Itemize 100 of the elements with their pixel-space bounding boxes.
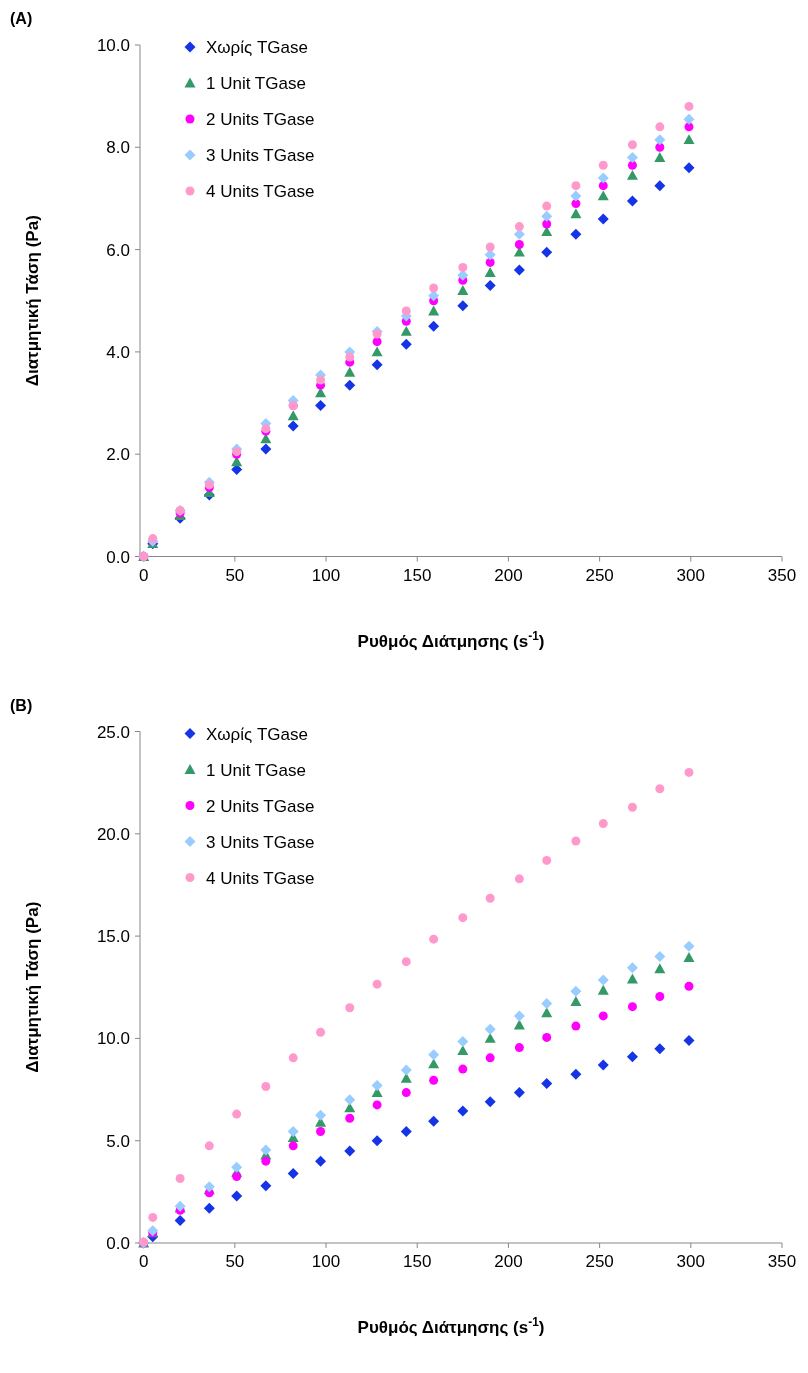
- point: [260, 1144, 272, 1156]
- point: [485, 242, 495, 252]
- point: [315, 1155, 327, 1167]
- legend-label: 4 Units TGase: [206, 182, 315, 201]
- point: [514, 874, 524, 884]
- point: [514, 239, 524, 249]
- point: [344, 1145, 356, 1157]
- point: [684, 767, 694, 777]
- point: [570, 208, 582, 219]
- point: [371, 1079, 383, 1091]
- point: [458, 263, 468, 272]
- point: [684, 101, 694, 111]
- legend-label: 3 Units TGase: [206, 146, 315, 165]
- point: [371, 1135, 383, 1147]
- point: [428, 305, 440, 316]
- point: [597, 172, 609, 184]
- y-tick-label: 10.0: [96, 36, 130, 55]
- point: [371, 359, 383, 371]
- point: [287, 420, 299, 432]
- point: [655, 142, 665, 152]
- point: [204, 1141, 214, 1151]
- legend-label: Χωρίς TGase: [206, 724, 308, 744]
- x-tick-label: 350: [767, 1252, 797, 1271]
- point: [683, 940, 695, 952]
- point: [626, 962, 638, 974]
- x-tick-label: 300: [676, 1252, 705, 1271]
- point: [571, 181, 581, 191]
- y-tick-label: 20.0: [96, 824, 130, 844]
- point: [372, 1100, 382, 1110]
- point: [372, 329, 382, 339]
- point: [484, 279, 496, 291]
- point: [542, 201, 552, 211]
- point: [344, 366, 356, 377]
- legend-label: 2 Units TGase: [206, 110, 315, 129]
- point: [683, 162, 695, 174]
- point: [626, 973, 638, 984]
- x-tick-label: 0: [138, 565, 149, 585]
- point: [570, 190, 582, 202]
- point: [514, 1043, 524, 1053]
- point: [541, 210, 553, 222]
- x-tick-label: 100: [311, 565, 341, 585]
- point: [148, 1212, 158, 1222]
- point: [626, 169, 638, 180]
- point: [175, 1174, 185, 1184]
- x-tick-label: 150: [403, 565, 432, 585]
- x-tick-label: 200: [494, 1252, 523, 1271]
- point: [598, 181, 608, 191]
- point: [401, 957, 411, 967]
- point: [513, 264, 525, 276]
- x-tick-label: 200: [494, 565, 523, 585]
- point: [571, 1021, 581, 1031]
- point: [654, 1043, 666, 1055]
- point: [597, 190, 609, 201]
- y-axis-title: Διατμητική Τάση (Pa): [23, 215, 42, 387]
- point: [484, 1096, 496, 1108]
- point: [571, 836, 581, 846]
- x-tick-label: 50: [225, 565, 245, 585]
- point: [174, 1214, 186, 1226]
- point: [457, 1035, 469, 1047]
- point: [429, 1075, 439, 1085]
- point: [654, 951, 666, 963]
- point: [683, 1034, 695, 1046]
- chart-title: (B): [10, 696, 33, 714]
- point: [345, 352, 355, 362]
- point: [655, 991, 665, 1001]
- point: [485, 1053, 495, 1063]
- point: [457, 300, 469, 312]
- point: [344, 1094, 356, 1106]
- point: [485, 257, 495, 267]
- legend-label: 1 Unit TGase: [206, 760, 306, 780]
- point: [627, 160, 637, 170]
- y-tick-label: 8.0: [106, 138, 130, 158]
- point: [597, 213, 609, 225]
- point: [570, 985, 582, 997]
- point: [400, 1125, 412, 1137]
- point: [597, 1059, 609, 1071]
- point: [597, 974, 609, 986]
- point: [457, 1105, 469, 1117]
- point: [683, 952, 695, 962]
- x-tick-label: 300: [676, 565, 705, 585]
- point: [428, 1058, 440, 1069]
- point: [541, 1077, 553, 1089]
- point: [458, 1064, 468, 1074]
- point: [288, 1053, 298, 1063]
- point: [598, 819, 608, 829]
- point: [458, 913, 468, 923]
- point: [287, 410, 299, 421]
- point: [428, 1115, 440, 1127]
- point: [232, 1172, 242, 1181]
- point: [231, 1161, 243, 1173]
- y-tick-label: 0.0: [106, 1234, 130, 1253]
- x-tick-label: 0: [138, 1252, 149, 1271]
- point: [541, 1007, 553, 1018]
- point: [371, 346, 383, 357]
- y-tick-label: 25.0: [96, 722, 130, 742]
- x-tick-label: 350: [767, 565, 797, 585]
- point: [484, 267, 496, 278]
- point: [626, 152, 638, 164]
- x-tick-label: 50: [225, 1252, 245, 1271]
- point: [345, 1003, 355, 1013]
